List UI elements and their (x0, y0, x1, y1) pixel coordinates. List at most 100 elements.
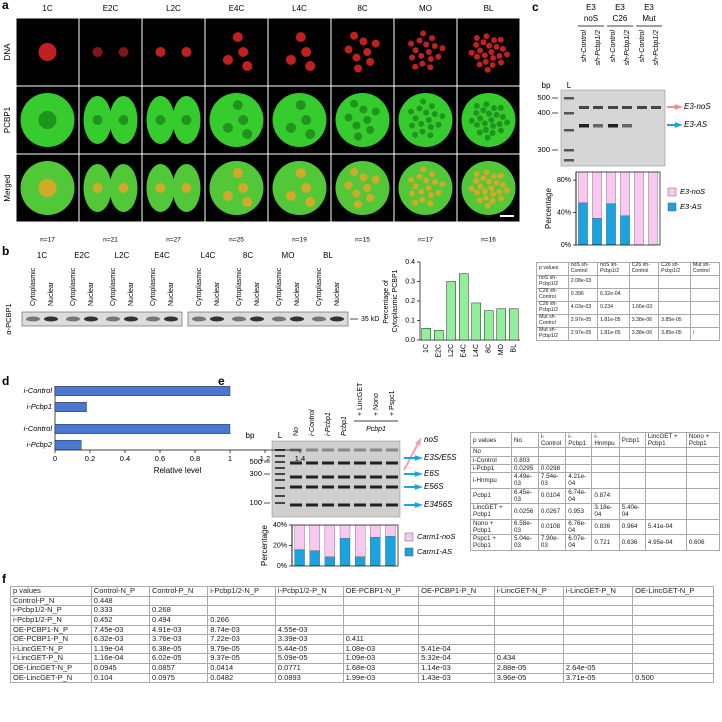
nucleus (301, 47, 312, 57)
table-cell (618, 487, 646, 505)
table-cell: 1.43e-03 (418, 672, 495, 684)
nucleus (38, 111, 57, 129)
table-header-cell: i-LincGET-P_N (562, 586, 634, 597)
table-cell (685, 455, 721, 465)
nucleus (418, 52, 425, 59)
table-cell: 1.99e-03 (342, 672, 420, 684)
y-tick-label: i-Pcbp2 (27, 440, 53, 449)
table-cell: 2.64e-05 (562, 663, 634, 674)
table-cell (418, 605, 495, 616)
fraction-label: Nuclear (294, 281, 301, 306)
bp-label: bp (246, 431, 255, 440)
gel-band (275, 473, 285, 475)
gel-band (370, 475, 382, 479)
nucleus (118, 115, 129, 125)
gel-band (275, 502, 285, 504)
nucleus (366, 193, 375, 202)
table-cell (689, 274, 721, 289)
x-axis-label: Relative level (154, 466, 202, 475)
nucleus (416, 37, 423, 44)
table-cell (644, 447, 687, 457)
condition-label: Mut (642, 14, 656, 23)
table-cell: 3.71e-05 (562, 672, 634, 684)
table-cell: 0.268 (148, 605, 209, 616)
gel-band (290, 503, 302, 507)
table-cell: OE-LincGET-N_P (10, 663, 92, 674)
legend-swatch (667, 187, 677, 197)
gel-band (338, 475, 350, 479)
bar-segment (385, 525, 396, 537)
nucleus (419, 60, 426, 67)
count-label: n=25 (229, 237, 244, 244)
nucleus (476, 129, 483, 136)
table-header-cell: p values (10, 586, 92, 597)
table-row: OE-PCBP1-P_N 6.32e-03 3.76e-03 7.22e-03 3.39… (10, 634, 714, 645)
table-row: noS sh-Pcbp1/2 2.08e-03 (536, 274, 721, 289)
table-cell: 0.0108 (537, 518, 567, 536)
table-cell: 0.0893 (274, 672, 344, 684)
legend-swatch (404, 547, 414, 557)
table-cell (207, 595, 276, 607)
nucleus (428, 35, 435, 42)
gel-band (622, 106, 632, 109)
table-cell (493, 614, 564, 626)
nucleus (427, 56, 434, 63)
bar-segment (634, 172, 644, 245)
nucleus (425, 185, 432, 191)
table-cell: 4.03e-03 (567, 300, 599, 315)
table-header-cell: i-Pcbp1/2-P_N (274, 586, 344, 597)
nucleus (476, 197, 483, 204)
table-cell: 5.40e-04 (618, 503, 646, 520)
table-row: p values noS sh-Control noS sh-Pcbp1/2 C26 … (536, 262, 721, 276)
group-label: L4C (201, 251, 216, 260)
gel-band (370, 503, 382, 507)
nucleus (427, 124, 434, 131)
row-label: Merged (3, 174, 12, 201)
table-cell: 3.85e-05 (658, 313, 691, 328)
nucleus (418, 188, 425, 195)
table-cell (644, 487, 687, 505)
nucleus (493, 43, 500, 50)
nucleus (486, 42, 493, 49)
bar-segment (578, 172, 588, 203)
y-tick-label: 0.1 (405, 317, 415, 324)
nucleus (439, 181, 446, 188)
lane-label: sh-Control (610, 30, 617, 63)
table-cell (562, 605, 634, 616)
table-cell: 0.0771 (274, 663, 344, 674)
nucleus (491, 173, 498, 180)
table-cell (689, 287, 721, 302)
nucleus (363, 48, 372, 56)
bar-segment (354, 556, 366, 566)
nucleus (486, 110, 493, 117)
bar-segment (606, 203, 616, 245)
nucleus (38, 43, 57, 61)
table-cell: 6.76e-04 (565, 518, 593, 536)
fraction-label: Cytoplasmic (30, 267, 37, 306)
table-cell: i-Pcbp1/2-P_N (10, 614, 92, 626)
table-cell: 0.0295 (510, 463, 539, 474)
table-cell: 0.0945 (90, 663, 151, 674)
panel-label: d (2, 374, 9, 388)
blot-band (66, 316, 80, 322)
table-cell: 6.07e-04 (565, 534, 593, 551)
y-tick-label: 0.2 (405, 298, 415, 305)
table-header-cell: Mut sh-Control (689, 262, 721, 276)
nucleus (354, 132, 363, 141)
nucleus (363, 116, 372, 124)
table-cell (632, 605, 714, 616)
table-cell: Pspc1 + Pcbp1 (470, 534, 512, 551)
table-cell (342, 595, 420, 607)
nucleus (238, 47, 249, 57)
table-header-cell: noS sh-Control (567, 262, 599, 276)
gel-band (354, 485, 366, 489)
nucleus (496, 189, 503, 196)
gel-band (275, 495, 285, 497)
gel-band (354, 503, 366, 507)
nucleus (498, 59, 505, 66)
bar (434, 330, 444, 341)
table-cell (493, 595, 564, 607)
table-cell: No (470, 447, 512, 457)
gel-band (386, 485, 398, 489)
size-label: 500 (537, 93, 550, 102)
